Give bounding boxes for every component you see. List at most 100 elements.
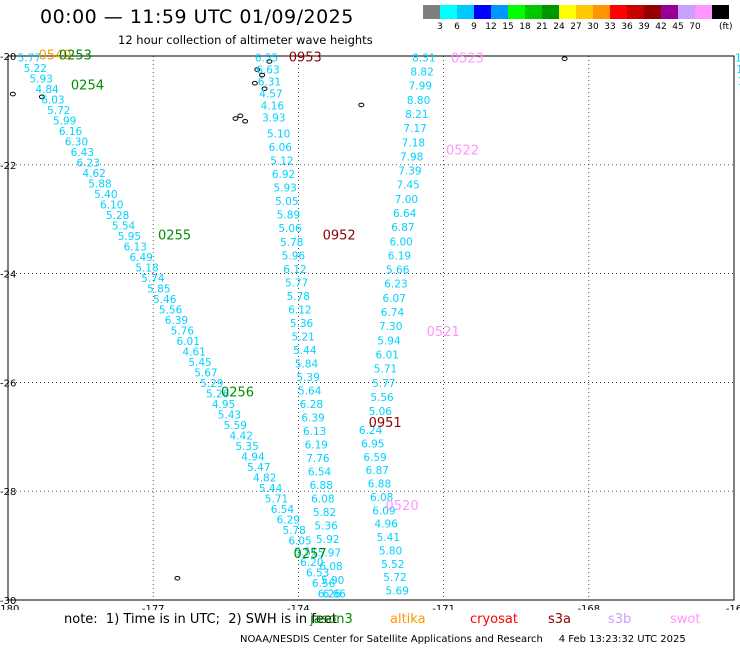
swh-value-track-b: 5.06 <box>278 223 302 235</box>
legend-tick-label: 24 <box>553 22 565 32</box>
swh-value-track-b: 5.82 <box>313 507 336 519</box>
legend-swatch <box>610 5 627 19</box>
swh-value-track-d: 10.03 <box>735 52 740 64</box>
swh-value-track-c: 6.07 <box>383 293 406 305</box>
swh-value-track-c: 5.77 <box>372 378 395 390</box>
pass-time-label: 0522 <box>446 143 479 158</box>
swh-value-track-a: 5.77 <box>18 52 41 64</box>
legend-swatch <box>457 5 474 19</box>
legend-swatch <box>661 5 678 19</box>
swh-value-track-c: 7.18 <box>402 137 425 149</box>
legend-swatch <box>627 5 644 19</box>
swh-value-track-c: 8.82 <box>410 67 433 79</box>
map-frame <box>7 55 735 601</box>
swh-value-track-a: 5.78 <box>282 525 305 537</box>
legend-swatch <box>644 5 661 19</box>
legend-tick-label: 45 <box>672 22 684 32</box>
swh-value-track-a: 5.29 <box>200 378 223 390</box>
legend-swatch <box>474 5 491 19</box>
swh-value-track-a: 5.28 <box>106 210 129 222</box>
swh-value-track-b: 6.12 <box>288 304 311 316</box>
y-tick-label: -28 <box>0 487 16 498</box>
swh-value-track-b: 5.12 <box>270 156 293 168</box>
pass-time-label: 0952 <box>323 228 356 243</box>
swh-value-track-b: 6.55 <box>255 52 278 64</box>
legend-swatch <box>559 5 576 19</box>
swh-value-track-b: 6.63 <box>256 64 279 76</box>
swh-value-track-a: 5.35 <box>235 441 258 453</box>
swh-value-track-b: 6.92 <box>272 169 295 181</box>
y-tick-label: -20 <box>0 52 16 63</box>
swh-value-track-b: 6.66 <box>323 588 347 600</box>
swh-value-track-a: 5.51 <box>294 546 317 558</box>
satellite-name: s3a <box>548 612 572 627</box>
legend-swatch <box>576 5 593 19</box>
swh-value-track-c: 5.71 <box>374 364 397 376</box>
x-tick-label: -168 <box>577 604 600 610</box>
swh-value-track-b: 5.97 <box>318 548 341 560</box>
legend-swatch <box>440 5 457 19</box>
swh-value-track-a: 6.53 <box>306 567 329 579</box>
swh-value-track-a: 5.45 <box>188 357 211 369</box>
x-tick-label: -174 <box>287 604 310 610</box>
swh-value-track-b: 6.24 <box>359 425 383 437</box>
swh-value-track-b: 5.44 <box>293 345 317 357</box>
legend-swatch <box>593 5 610 19</box>
swh-value-track-a: 6.03 <box>41 94 64 106</box>
legend-swatch <box>695 5 712 19</box>
swh-value-track-b: 6.88 <box>368 479 391 491</box>
swh-value-track-a: 5.76 <box>171 326 195 338</box>
swh-value-track-a: 5.67 <box>194 368 217 380</box>
swh-value-track-b: 3.93 <box>262 112 285 124</box>
swh-value-track-b: 5.77 <box>285 277 308 289</box>
island-outline <box>174 575 181 581</box>
swh-value-track-b: 6.19 <box>305 440 328 452</box>
swh-value-track-c: 6.87 <box>391 222 414 234</box>
swh-value-track-c: 8.80 <box>407 95 430 107</box>
y-tick-label: -26 <box>0 378 16 389</box>
swh-value-track-b: 5.10 <box>267 129 290 141</box>
swh-value-track-a: 6.05 <box>288 536 311 548</box>
swh-value-track-b: 5.93 <box>273 183 296 195</box>
swh-value-track-b: 6.95 <box>361 438 384 450</box>
swh-value-track-b: 4.96 <box>374 519 398 531</box>
swh-value-track-c: 6.19 <box>388 250 411 262</box>
legend-tick-label: 15 <box>502 22 514 32</box>
swh-value-track-a: 6.26 <box>318 588 342 600</box>
swh-value-track-c: 6.23 <box>384 279 407 291</box>
swh-value-track-a: 5.59 <box>224 420 247 432</box>
swh-value-track-a: 5.74 <box>141 273 165 285</box>
swh-value-track-d: 11.07 <box>736 64 740 76</box>
swh-value-track-c: 6.64 <box>393 208 417 220</box>
swh-value-track-a: 4.61 <box>182 347 205 359</box>
swh-value-track-a: 6.20 <box>300 557 323 569</box>
swh-value-track-b: 5.96 <box>282 250 306 262</box>
swh-value-track-c: 7.45 <box>396 180 419 192</box>
map-title: 00:00 — 11:59 UTC 01/09/2025 <box>40 6 354 28</box>
island-outline <box>254 67 261 72</box>
swh-value-track-b: 6.28 <box>300 399 323 411</box>
swh-value-track-c: 7.30 <box>379 321 402 333</box>
swh-value-track-b: 6.09 <box>372 505 395 517</box>
swh-value-track-d: 10.4 <box>739 87 740 99</box>
swh-value-track-b: 5.36 <box>314 521 338 533</box>
swh-value-track-b: 6.13 <box>303 426 326 438</box>
legend-swatch <box>525 5 542 19</box>
swh-value-track-a: 6.16 <box>59 126 83 138</box>
swh-value-track-a: 5.44 <box>259 483 283 495</box>
swh-value-track-a: 6.54 <box>271 504 295 516</box>
swh-value-track-a: 5.54 <box>112 221 136 233</box>
legend-tick-label: 30 <box>587 22 599 32</box>
satellite-name: s3b <box>608 612 632 627</box>
swh-value-track-a: 5.56 <box>159 305 183 317</box>
swh-value-track-a: 6.13 <box>124 242 147 254</box>
swh-value-track-b: 4.57 <box>259 88 282 100</box>
island-outline <box>237 113 244 119</box>
y-tick-label: -30 <box>0 596 16 607</box>
swh-value-track-a: 6.39 <box>165 315 188 327</box>
satellite-name: altika <box>390 612 426 627</box>
legend-swatch <box>423 5 440 19</box>
swh-value-track-b: 5.78 <box>280 237 303 249</box>
pass-time-label: 0257 <box>294 547 327 562</box>
swh-value-track-a: 5.88 <box>88 179 111 191</box>
